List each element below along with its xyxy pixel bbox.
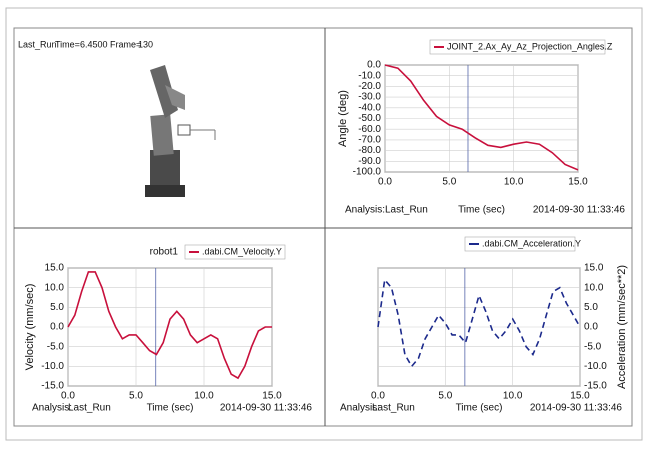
y-tick-label: -10.0 <box>358 70 381 81</box>
y-tick-label: -90.0 <box>358 156 381 167</box>
timestamp: 2014-09-30 11:33:46 <box>530 403 623 414</box>
analysis-label: Analysis: <box>32 403 72 414</box>
y-tick-label: -20.0 <box>358 81 381 92</box>
legend-box <box>184 244 286 260</box>
x-tick-label: 5.0 <box>438 391 452 402</box>
y-tick-label: -60.0 <box>358 124 381 135</box>
y-tick-label: 5.0 <box>50 302 64 313</box>
y-tick-label: -5.0 <box>47 341 65 352</box>
analysis-label: Analysis: <box>345 205 385 216</box>
y-tick-label: 15.0 <box>584 263 604 274</box>
y-tick-label: -30.0 <box>358 92 381 103</box>
y-tick-label: 15.0 <box>45 263 65 274</box>
timestamp: 2014-09-30 11:33:46 <box>220 403 313 414</box>
y-tick-label: 0.0 <box>584 322 598 333</box>
legend-box <box>429 39 606 55</box>
time-label: Time= <box>55 39 80 49</box>
x-axis-label: Time (sec) <box>458 205 505 216</box>
y-axis-label: Velocity (mm/sec) <box>24 284 36 371</box>
x-tick-label: 0.0 <box>378 177 392 188</box>
legend-label: .dabi.CM_Velocity.Y <box>202 246 282 256</box>
legend-label: .dabi.CM_Acceleration.Y <box>482 238 581 248</box>
y-axis-label: Acceleration (mm/sec**2) <box>616 265 628 389</box>
y-tick-label: -10.0 <box>584 361 607 372</box>
y-tick-label: -10.0 <box>41 361 64 372</box>
series-line <box>67 271 272 380</box>
time: 6.4500 <box>80 39 108 49</box>
frame-label: Frame= <box>110 39 141 49</box>
animation-label: Last_Run Time= 6.4500 Frame= 130 <box>18 39 153 49</box>
x-axis-label: Time (sec) <box>147 403 194 414</box>
x-axis-label: Time (sec) <box>456 403 503 414</box>
run-label: Last_Run <box>68 403 111 414</box>
run: Last_Run <box>18 39 57 49</box>
x-tick-label: 0.0 <box>371 391 385 402</box>
robot <box>145 65 216 197</box>
y-tick-label: 10.0 <box>45 282 65 293</box>
x-tick-label: 0.0 <box>61 391 75 402</box>
y-tick-label: -100.0 <box>353 167 382 178</box>
analysis-label: Analysis: <box>340 403 380 414</box>
y-tick-label: -15.0 <box>584 381 607 392</box>
y-tick-label: -80.0 <box>358 145 381 156</box>
y-tick-label: 5.0 <box>584 302 598 313</box>
chart-title: robot1 <box>150 247 179 258</box>
y-tick-label: -50.0 <box>358 113 381 124</box>
y-tick-label: -40.0 <box>358 102 381 113</box>
x-tick-label: 5.0 <box>442 177 456 188</box>
timestamp: 2014-09-30 11:33:46 <box>533 205 626 216</box>
x-tick-label: 15.0 <box>568 177 588 188</box>
legend-box <box>464 236 576 252</box>
y-tick-label: 0.0 <box>50 322 64 333</box>
y-axis-label: Angle (deg) <box>337 90 349 147</box>
frame: 130 <box>138 39 153 49</box>
run-label: Last_Run <box>385 205 428 216</box>
y-tick-label: -70.0 <box>358 135 381 146</box>
run-label: Last_Run <box>372 403 415 414</box>
y-tick-label: 0.0 <box>367 60 381 71</box>
x-tick-label: 10.0 <box>503 391 523 402</box>
x-tick-label: 10.0 <box>504 177 524 188</box>
series-line <box>377 277 581 368</box>
legend-label: JOINT_2.Ax_Ay_Az_Projection_Angles.Z <box>447 41 613 51</box>
series-line <box>384 64 579 171</box>
y-tick-label: -15.0 <box>41 381 64 392</box>
x-tick-label: 5.0 <box>129 391 143 402</box>
y-tick-label: 10.0 <box>584 282 604 293</box>
x-tick-label: 15.0 <box>570 391 590 402</box>
x-tick-label: 15.0 <box>262 391 282 402</box>
y-tick-label: -5.0 <box>584 341 602 352</box>
x-tick-label: 10.0 <box>194 391 214 402</box>
